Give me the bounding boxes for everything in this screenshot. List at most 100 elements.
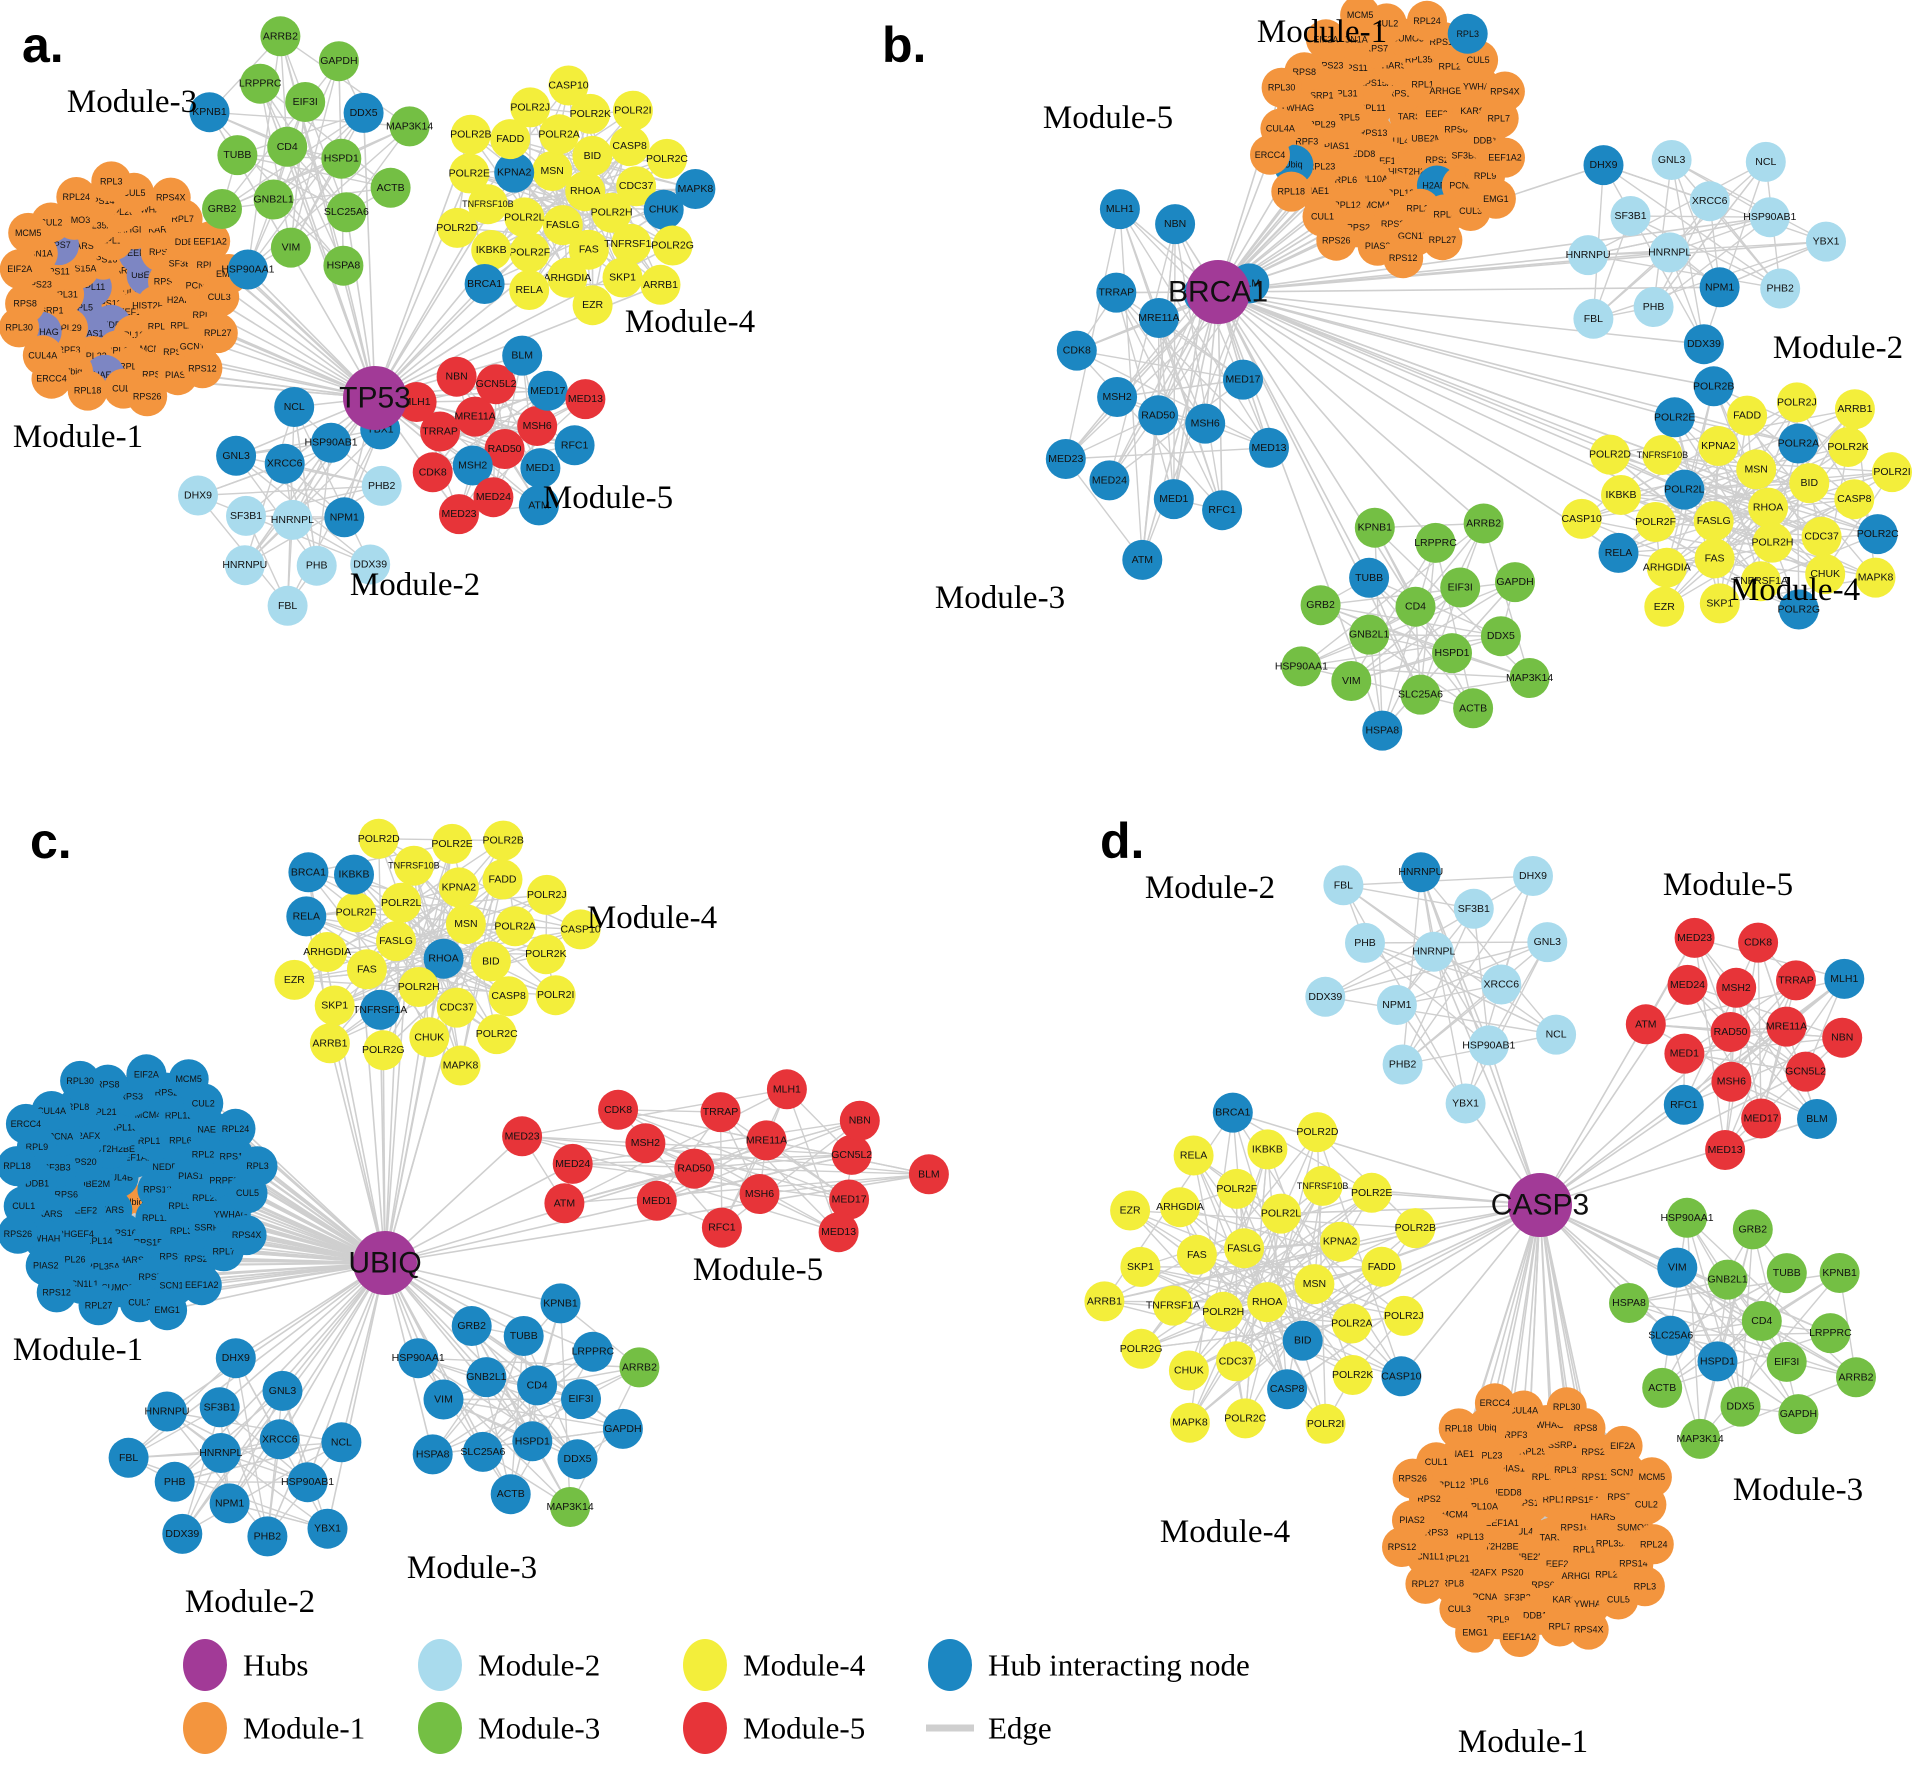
- edge: [384, 1167, 695, 1264]
- node-label-POLR2H: POLR2H: [591, 207, 633, 219]
- edge: [1141, 291, 1219, 561]
- edge: [1108, 291, 1219, 481]
- node-label-ARRB1: ARRB1: [643, 279, 678, 291]
- node-MED13: [565, 379, 606, 420]
- node-label-POLR2D: POLR2D: [358, 833, 400, 845]
- node-label-EIF2A: EIF2A: [134, 1069, 159, 1079]
- node-label-FASLG: FASLG: [1227, 1242, 1261, 1254]
- node-label-RELA: RELA: [1180, 1150, 1207, 1162]
- legend-label-module-2: Module-2: [478, 1648, 600, 1683]
- node-IKBKB: [334, 854, 374, 895]
- node-MED24: [1089, 460, 1130, 501]
- edge: [1671, 159, 1827, 243]
- node-label-PHB: PHB: [1354, 937, 1376, 949]
- node-label-POLR2E: POLR2E: [449, 167, 490, 179]
- edge: [1402, 941, 1548, 1066]
- node-label-CUL4A: CUL4A: [37, 1106, 66, 1116]
- node-label-GNL3: GNL3: [222, 450, 250, 462]
- node-label-RELA: RELA: [293, 910, 320, 922]
- node-HNRNPU: [147, 1391, 187, 1432]
- node-label-EEF2: EEF2: [75, 1206, 98, 1216]
- node-TNFRSF10B: [1642, 435, 1683, 475]
- node-label-POLR2K: POLR2K: [1332, 1369, 1373, 1381]
- node-RPL18: [1438, 1408, 1479, 1449]
- node-TNFRSF1A: [611, 223, 652, 264]
- node-label-PCNA: PCNA: [186, 281, 211, 291]
- node-label-RPS20: RPS20: [154, 277, 183, 287]
- node-ARRB1: [309, 1023, 350, 1064]
- node-ARRB1: [1084, 1281, 1125, 1322]
- edge: [279, 35, 411, 127]
- legend: Hubs Module-2 Module-4 Hub interacting node…: [183, 1639, 1250, 1754]
- node-RAD50: [1138, 395, 1179, 436]
- node-POLR2K: [1828, 427, 1869, 467]
- node-ARHGDIA: [547, 257, 588, 298]
- node-label-EZR: EZR: [284, 974, 305, 986]
- node-ARHGDIA: [1160, 1187, 1200, 1228]
- node-label-RPS16: RPS16: [108, 1228, 137, 1238]
- node-label-TARS: TARS: [110, 266, 133, 276]
- node-HNRNPU: [1400, 852, 1441, 893]
- node-label-POLR2C: POLR2C: [1224, 1412, 1266, 1424]
- node-RELA: [509, 270, 550, 310]
- node-label-CUL4A: CUL4A: [1266, 124, 1295, 134]
- edge: [1699, 1376, 1857, 1440]
- node-FASLG: [542, 205, 583, 246]
- node-POLR2L: [1664, 469, 1705, 510]
- node-label-POLR2A: POLR2A: [1778, 438, 1819, 450]
- node-label-ERCC4: ERCC4: [1255, 150, 1286, 160]
- node-label-CDK8: CDK8: [1063, 345, 1091, 357]
- module-label-c-module-3: Module-3: [407, 1550, 537, 1586]
- node-label-IKBKB: IKBKB: [339, 869, 370, 881]
- edge: [1401, 908, 1475, 1065]
- node-MSH2: [1097, 377, 1138, 417]
- node-ATM: [518, 485, 559, 526]
- edge: [166, 1411, 268, 1537]
- node-label-DDX5: DDX5: [563, 1453, 591, 1465]
- node-DDX39: [350, 544, 391, 585]
- node-label-DHX9: DHX9: [1519, 870, 1547, 882]
- node-label-POLR2D: POLR2D: [436, 222, 478, 234]
- node-BRCA1: [464, 264, 505, 304]
- node-label-FASLG: FASLG: [546, 219, 580, 231]
- edge: [384, 1262, 594, 1353]
- node-EEF1A2: [1499, 1617, 1540, 1657]
- edge: [1119, 208, 1270, 449]
- node-MSN: [445, 904, 486, 945]
- node-label-MED13: MED13: [1251, 442, 1286, 454]
- node-label-CASP8: CASP8: [1837, 493, 1872, 505]
- node-label-CUL5: CUL5: [122, 188, 145, 198]
- node-DHX9: [1583, 145, 1624, 186]
- node-GNB2L1: [1349, 614, 1390, 655]
- node-label-RPL21: RPL21: [1406, 204, 1434, 214]
- edge: [245, 485, 382, 517]
- node-EZR: [1644, 586, 1685, 627]
- node-label-POLR2I: POLR2I: [1873, 466, 1910, 478]
- node-label-RPS3: RPS3: [120, 1091, 144, 1101]
- node-LRPPRC: [240, 63, 281, 104]
- node-LRPPRC: [1810, 1313, 1851, 1354]
- node-label-RPL18: RPL18: [1445, 1423, 1473, 1433]
- node-EZR: [572, 285, 613, 326]
- node-SLC25A6: [462, 1431, 503, 1472]
- node-label-BID: BID: [1294, 1335, 1312, 1347]
- node-DDX5: [1720, 1386, 1761, 1427]
- node-label-RPL7: RPL7: [1548, 1622, 1571, 1632]
- node-POLR2B: [1693, 366, 1734, 407]
- node-label-ERCC4: ERCC4: [36, 374, 67, 384]
- node-label-FAS: FAS: [1705, 552, 1725, 564]
- node-label-CUL5: CUL5: [1607, 1595, 1630, 1605]
- node-label-HNRNPL: HNRNPL: [271, 514, 314, 526]
- edge: [1539, 1204, 1568, 1408]
- node-CDC37: [1216, 1341, 1256, 1382]
- node-label-CUL3: CUL3: [1459, 206, 1482, 216]
- node-label-KPNB1: KPNB1: [543, 1297, 578, 1309]
- node-label-FBL: FBL: [119, 1452, 138, 1464]
- labels-layer: d. Module-1 Module-2 Module-3 Module-4 Module…: [1100, 813, 1863, 1760]
- node-SLC25A6: [1400, 674, 1441, 715]
- edge: [362, 112, 376, 399]
- node-label-EMG1: EMG1: [1462, 1628, 1488, 1638]
- node-label-POLR2G: POLR2G: [1777, 604, 1820, 616]
- node-MSH2: [625, 1123, 666, 1164]
- node-label-UBE2M: UBE2M: [79, 1179, 110, 1189]
